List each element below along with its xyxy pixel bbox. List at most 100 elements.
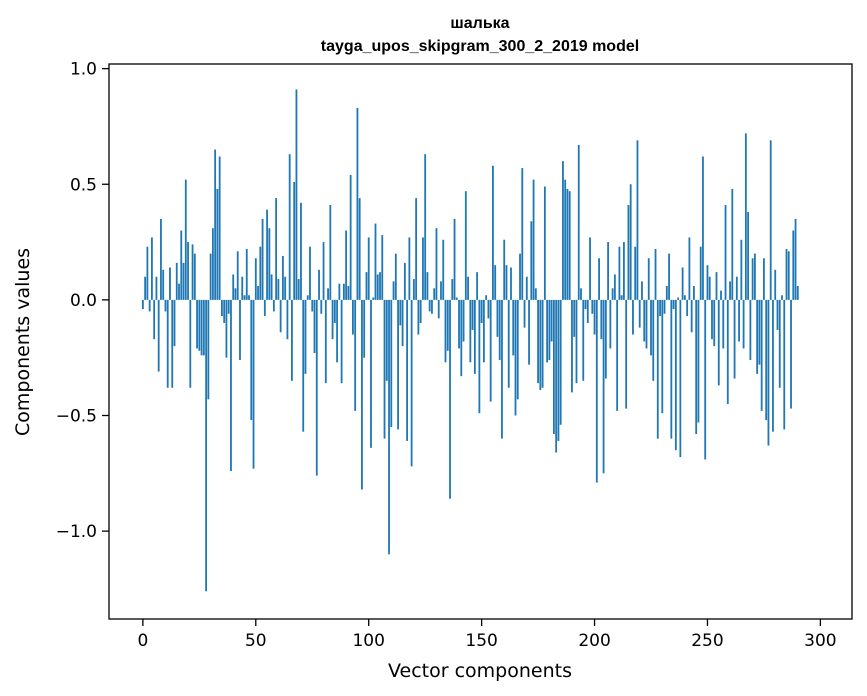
bar-component-13 xyxy=(171,299,174,388)
bar-component-278 xyxy=(769,140,772,300)
bar-component-162 xyxy=(507,299,510,388)
bar-component-239 xyxy=(681,267,684,300)
bar-component-28 xyxy=(205,299,208,592)
bar-component-213 xyxy=(623,242,625,300)
bar-component-120 xyxy=(412,279,415,300)
bar-component-185 xyxy=(559,299,562,425)
bar-component-198 xyxy=(589,237,591,300)
bar-component-78 xyxy=(318,269,320,300)
bar-component-32 xyxy=(214,149,217,300)
bar-component-224 xyxy=(647,258,650,300)
bar-component-143 xyxy=(464,191,467,300)
bar-component-170 xyxy=(525,276,528,300)
x-tick-label: 0 xyxy=(137,631,148,651)
bar-component-284 xyxy=(783,299,786,430)
bar-component-115 xyxy=(401,299,404,347)
bar-component-106 xyxy=(381,235,384,300)
bar-component-212 xyxy=(620,295,623,300)
bar-component-240 xyxy=(683,295,686,300)
bar-component-210 xyxy=(616,299,619,411)
bar-component-68 xyxy=(295,89,298,300)
bar-component-197 xyxy=(586,299,589,324)
bar-component-16 xyxy=(178,283,180,300)
bar-component-117 xyxy=(406,299,409,441)
bar-component-27 xyxy=(202,299,205,356)
bar-component-272 xyxy=(756,299,759,374)
bar-component-76 xyxy=(313,299,316,354)
bar-component-127 xyxy=(428,299,431,312)
bar-component-257 xyxy=(722,299,725,349)
bar-component-6 xyxy=(155,276,158,300)
bar-component-93 xyxy=(352,299,354,335)
bar-component-288 xyxy=(792,230,795,300)
bar-component-77 xyxy=(315,299,318,476)
bar-component-223 xyxy=(645,299,648,349)
bar-component-148 xyxy=(476,272,479,300)
bar-component-208 xyxy=(611,288,614,300)
bar-component-204 xyxy=(602,299,605,474)
bar-component-150 xyxy=(480,299,483,324)
bar-component-108 xyxy=(385,299,388,381)
bar-component-40 xyxy=(232,274,235,300)
bars-group xyxy=(141,89,799,592)
bar-component-54 xyxy=(263,299,266,317)
bar-component-49 xyxy=(252,299,255,469)
bar-component-79 xyxy=(320,299,323,314)
bar-component-191 xyxy=(573,299,576,337)
bar-component-146 xyxy=(471,299,474,330)
bar-component-265 xyxy=(740,239,743,300)
bar-component-140 xyxy=(458,299,460,349)
bar-component-207 xyxy=(609,299,612,349)
x-tick-label: 100 xyxy=(352,631,384,651)
bar-component-229 xyxy=(659,299,661,317)
bar-component-80 xyxy=(322,242,325,300)
bar-component-9 xyxy=(162,269,165,300)
bar-component-22 xyxy=(191,244,194,300)
bar-component-260 xyxy=(729,281,731,300)
bar-component-102 xyxy=(372,297,375,300)
bar-component-157 xyxy=(496,299,499,337)
bar-component-11 xyxy=(166,299,169,388)
bar-component-231 xyxy=(663,299,666,314)
bar-component-163 xyxy=(510,267,512,300)
bar-component-89 xyxy=(342,283,345,300)
bar-component-280 xyxy=(774,269,777,300)
bar-component-145 xyxy=(469,299,472,363)
bar-component-84 xyxy=(331,299,334,340)
bar-component-31 xyxy=(211,228,214,300)
bar-component-164 xyxy=(512,299,515,356)
bar-component-286 xyxy=(787,251,790,300)
bar-component-124 xyxy=(422,237,424,300)
bar-component-243 xyxy=(690,299,693,333)
bar-component-255 xyxy=(717,299,720,386)
bar-component-97 xyxy=(361,299,363,490)
bar-component-180 xyxy=(548,299,551,361)
bar-component-169 xyxy=(523,299,526,328)
bar-component-5 xyxy=(153,299,156,340)
bar-component-63 xyxy=(284,276,287,300)
bar-component-209 xyxy=(613,274,616,300)
bar-component-245 xyxy=(695,299,698,435)
bar-component-20 xyxy=(187,242,189,300)
bar-component-289 xyxy=(794,218,797,300)
bar-component-269 xyxy=(749,299,752,361)
bar-component-152 xyxy=(485,295,488,300)
bar-component-91 xyxy=(347,286,350,300)
bar-component-98 xyxy=(363,299,366,358)
bar-component-55 xyxy=(266,209,268,300)
bar-component-230 xyxy=(661,299,664,414)
bar-component-268 xyxy=(747,212,750,300)
bar-component-182 xyxy=(552,299,555,435)
bar-component-57 xyxy=(270,274,273,300)
bar-component-190 xyxy=(571,299,573,393)
bar-component-104 xyxy=(376,274,379,300)
bar-component-126 xyxy=(426,272,429,300)
y-tick-label: −0.5 xyxy=(56,407,97,427)
bar-component-177 xyxy=(541,299,544,388)
bar-component-234 xyxy=(670,299,673,439)
bar-component-58 xyxy=(272,299,275,312)
bar-component-105 xyxy=(379,272,381,300)
bar-component-18 xyxy=(182,262,185,300)
bar-component-25 xyxy=(198,299,201,351)
bar-component-17 xyxy=(180,230,183,300)
